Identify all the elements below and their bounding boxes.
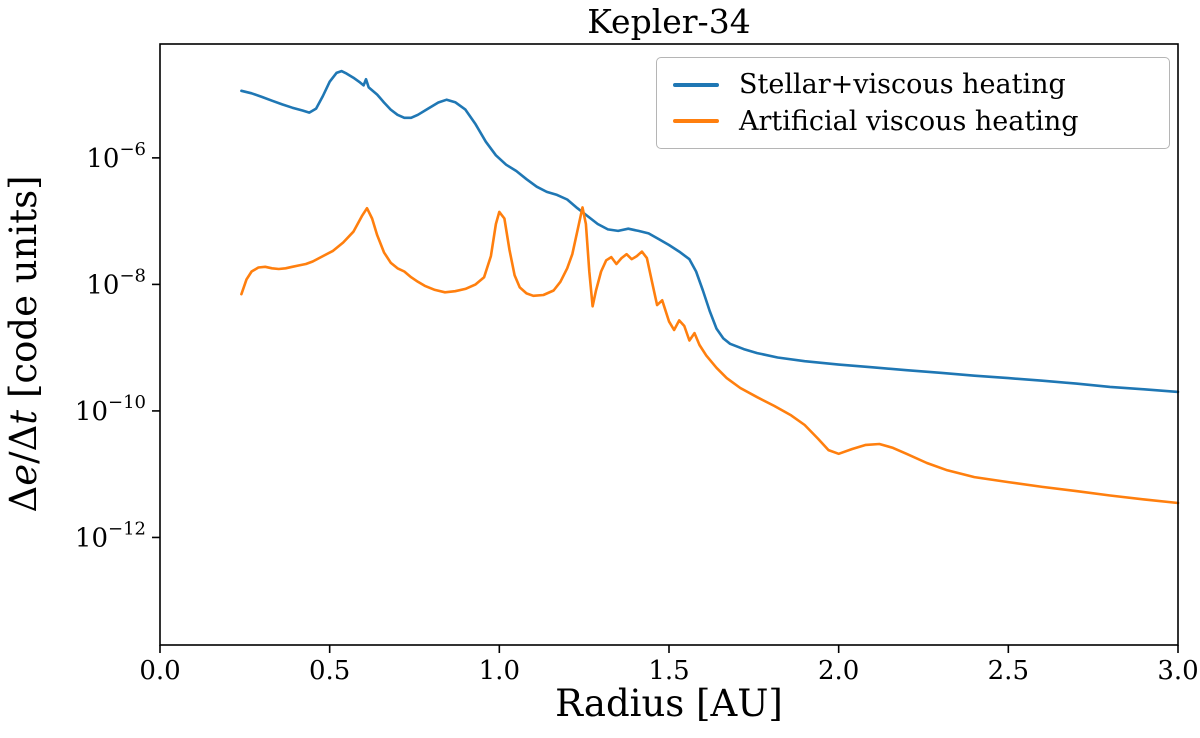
y-axis-label-units: [code units] [2,175,45,410]
legend-line-swatch-orange [673,119,719,123]
series-line-0 [240,69,1180,394]
x-tick-label: 0.5 [309,656,350,686]
legend-label-artificial-viscous: Artificial viscous heating [739,105,1079,137]
legend-line-swatch-blue [673,83,719,87]
x-axis-label: Radius [AU] [555,682,783,725]
y-tick-label: 10−8 [86,265,146,300]
y-axis-label-var-t: t [2,409,45,425]
x-tick-label: 1.0 [479,656,520,686]
x-tick-label: 0.0 [139,656,180,686]
series-line-1 [240,206,1180,505]
legend-label-stellar-viscous: Stellar+viscous heating [739,69,1066,101]
legend: Stellar+viscous heating Artificial visco… [656,57,1170,149]
y-axis-label-delta: Δ [2,485,45,513]
y-axis-label-slash-delta: /Δ [2,424,45,464]
x-tick-label: 2.5 [988,656,1029,686]
legend-item-artificial-viscous: Artificial viscous heating [673,108,1161,135]
y-tick-label: 10−6 [86,139,146,174]
chart-title: Kepler-34 [587,2,751,41]
y-tick-label: 10−10 [75,392,146,427]
y-axis-label: Δe/Δt [code units] [2,175,45,513]
legend-item-stellar-viscous: Stellar+viscous heating [673,71,1161,98]
x-tick-label: 1.5 [648,656,689,686]
y-axis-label-var-e: e [2,463,45,486]
y-tick-label: 10−12 [75,518,146,553]
x-tick-label: 2.0 [818,656,859,686]
x-tick-label: 3.0 [1157,656,1198,686]
